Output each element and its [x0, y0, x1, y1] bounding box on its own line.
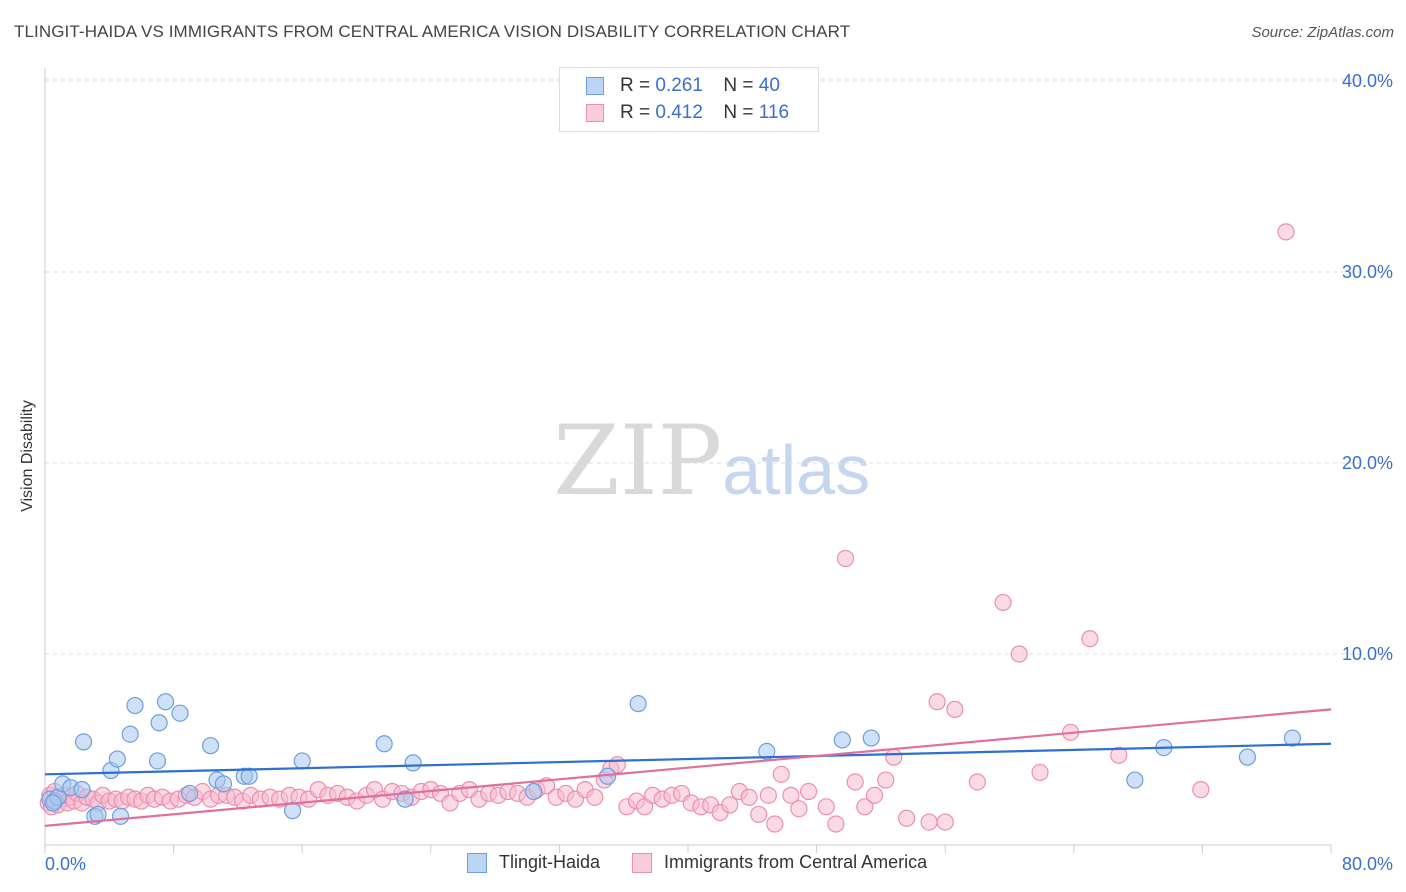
immigrants-point — [898, 809, 916, 827]
legend-r-label: R = — [620, 75, 651, 96]
tlingit-haida-point — [396, 790, 414, 808]
tlingit-haida-point — [44, 794, 62, 812]
legend-row-immigrants: R = 0.412 N = 116 — [586, 101, 789, 125]
tlingit-haida-point — [121, 725, 139, 743]
immigrants-point — [936, 813, 954, 831]
immigrants-point — [865, 786, 884, 804]
legend-r-value: 0.412 — [655, 102, 703, 123]
tlingit-haida-point — [111, 807, 130, 825]
immigrants-point — [1192, 781, 1210, 799]
tlingit-haida-point — [74, 733, 93, 751]
immigrants-point — [817, 798, 835, 816]
legend-item-tlingit-haida: Tlingit-Haida — [467, 852, 600, 873]
immigrants-point — [750, 805, 768, 824]
x-tick-label: 80.0% — [1342, 854, 1393, 874]
immigrants-point — [885, 748, 903, 766]
immigrants-point — [1010, 645, 1028, 663]
watermark: ZIPatlas — [553, 405, 870, 517]
immigrants-point — [1277, 223, 1295, 241]
legend-r-label: R = — [620, 102, 651, 123]
chart-title: TLINGIT-HAIDA VS IMMIGRANTS FROM CENTRAL… — [14, 22, 851, 41]
legend-row-tlingit-haida: R = 0.261 N = 40 — [586, 74, 780, 98]
immigrants-point — [721, 796, 739, 814]
tlingit-haida-point — [89, 805, 107, 824]
immigrants-point — [846, 773, 864, 791]
immigrants-point — [928, 693, 946, 711]
immigrants-point — [772, 765, 790, 783]
tlingit-haida-point — [214, 775, 233, 793]
watermark-zip: ZIP — [553, 405, 723, 517]
tlingit-haida-point — [108, 750, 126, 768]
tlingit-haida-point — [148, 752, 167, 770]
series-legend: Tlingit-Haida Immigrants from Central Am… — [467, 852, 959, 873]
tlingit-haida-point — [862, 729, 880, 747]
legend-n-label: N = — [723, 102, 754, 123]
grid-lines — [45, 78, 1365, 655]
immigrants-point — [856, 798, 874, 816]
tlingit-haida-point — [150, 714, 168, 732]
immigrants-point — [920, 813, 938, 831]
immigrants-point — [1081, 630, 1099, 648]
legend-r-value: 0.261 — [655, 75, 703, 96]
x-tick-label: 0.0% — [45, 854, 86, 874]
tlingit-haida-point — [1283, 729, 1302, 747]
immigrants-point — [946, 700, 964, 718]
immigrants-point — [759, 786, 777, 804]
tick-labels: 10.0% 20.0% 30.0% 40.0% 0.0% 80.0% — [45, 71, 1393, 874]
legend-item-immigrants: Immigrants from Central America — [632, 852, 927, 873]
immigrants-point — [740, 788, 758, 806]
tlingit-haida-point — [629, 695, 647, 713]
immigrants-point — [968, 773, 986, 791]
watermark-atlas: atlas — [722, 431, 871, 509]
tlingit-haida-point — [171, 704, 189, 722]
tlingit-haida-point — [156, 693, 175, 711]
tlingit-haida-point — [1126, 771, 1144, 789]
y-tick-label: 20.0% — [1342, 453, 1393, 473]
tlingit-haida-point — [404, 754, 422, 772]
tlingit-haida-point — [73, 781, 91, 799]
tlingit-haida-point — [293, 752, 311, 770]
tlingit-haida-point — [1238, 748, 1257, 766]
legend-n-value: 40 — [758, 75, 780, 96]
immigrants-point — [1031, 763, 1049, 782]
tlingit-haida-point — [525, 782, 543, 801]
legend-swatch-blue — [467, 852, 487, 873]
tlingit-haida-point — [375, 735, 393, 753]
series-immigrants-central-america — [39, 223, 1295, 833]
trend-line-immigrants — [44, 708, 1332, 827]
tlingit-haida-point — [126, 696, 144, 715]
legend-label: Tlingit-Haida — [499, 852, 601, 872]
legend-swatch-pink — [632, 852, 653, 873]
immigrants-point — [836, 549, 855, 568]
immigrants-point — [586, 788, 604, 806]
y-tick-label: 40.0% — [1342, 71, 1393, 91]
legend-n-label: N = — [723, 75, 754, 96]
immigrants-point — [790, 800, 808, 818]
tlingit-haida-point — [181, 784, 199, 803]
y-tick-label: 30.0% — [1342, 262, 1393, 282]
tlingit-haida-point — [833, 731, 851, 749]
tlingit-haida-point — [201, 737, 220, 755]
tlingit-haida-point — [240, 767, 258, 785]
legend-swatch-blue — [586, 77, 604, 95]
immigrants-point — [799, 782, 818, 801]
axes — [44, 68, 1332, 853]
trend-line-tlingit-haida — [44, 742, 1332, 776]
immigrants-point — [782, 786, 800, 804]
immigrants-point — [994, 593, 1012, 612]
trend-lines — [44, 708, 1332, 827]
correlation-legend: R = 0.261 N = 40 R = 0.412 N = 116 — [559, 67, 819, 132]
immigrants-point — [766, 815, 784, 833]
legend-n-value: 116 — [758, 102, 790, 123]
immigrants-point — [877, 771, 895, 789]
immigrants-point — [1110, 746, 1128, 764]
legend-label: Immigrants from Central America — [664, 852, 928, 872]
source-label: Source: ZipAtlas.com — [1251, 24, 1394, 41]
immigrants-point — [827, 815, 845, 833]
legend-swatch-pink — [586, 104, 604, 122]
y-tick-label: 10.0% — [1342, 644, 1393, 664]
series-tlingit-haida — [41, 693, 1302, 825]
